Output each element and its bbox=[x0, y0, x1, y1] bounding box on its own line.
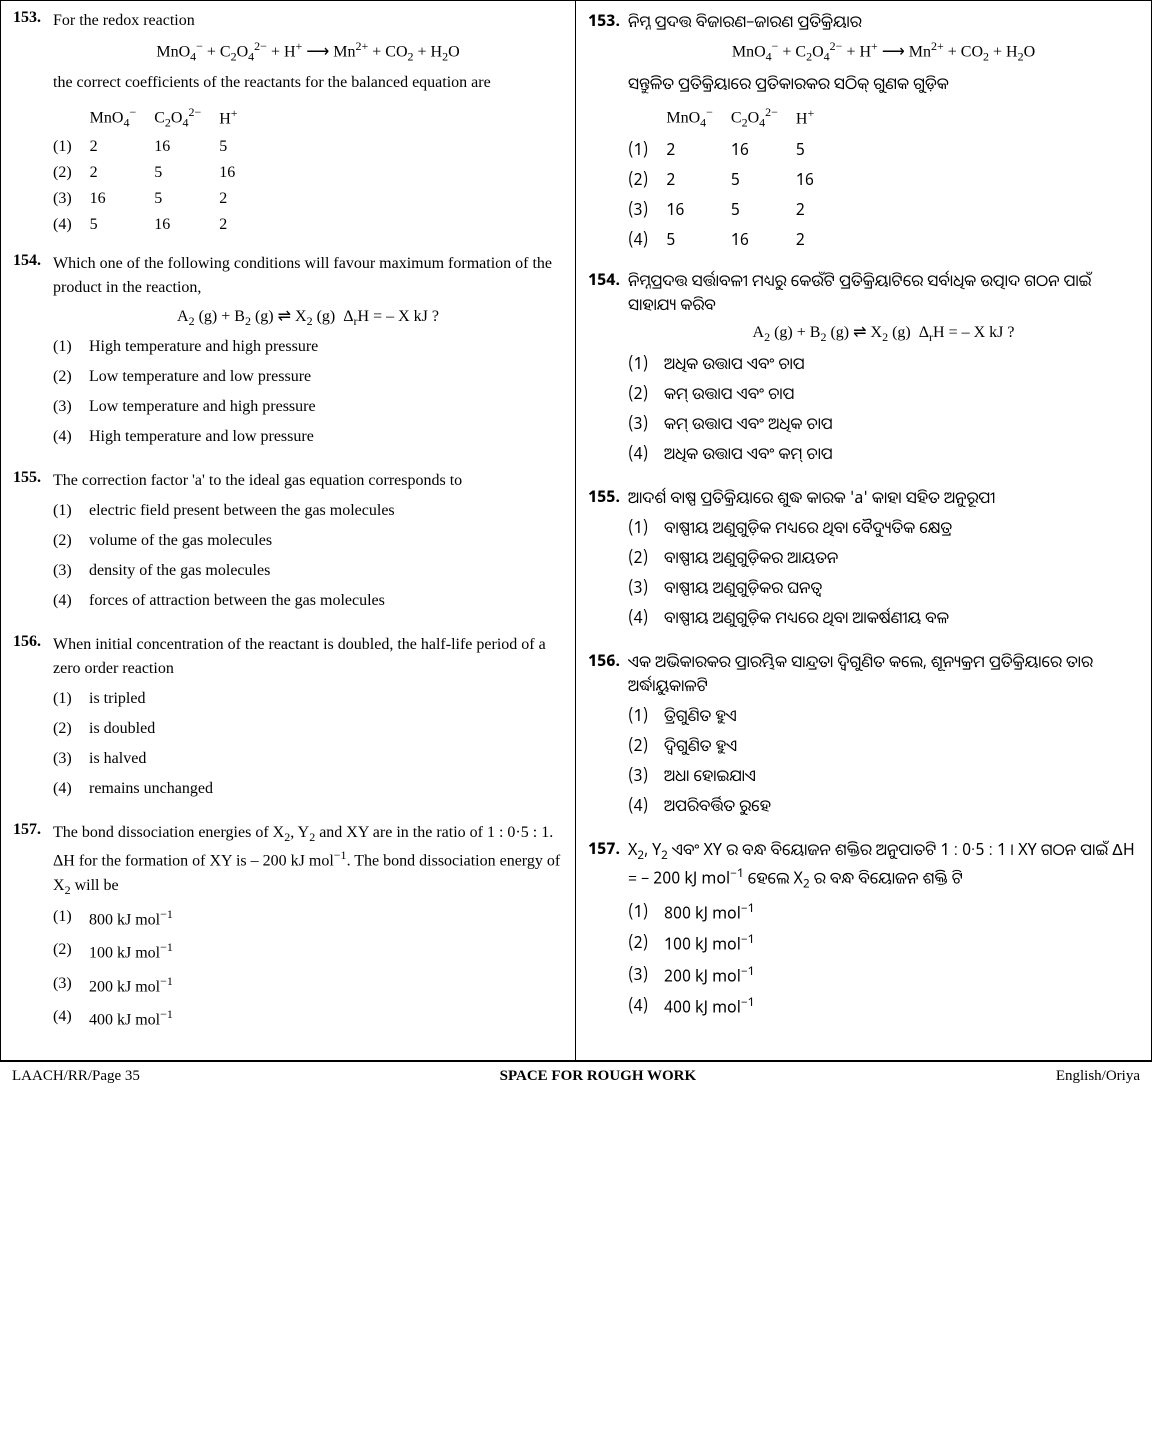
question-155-oriya: 155. ଆଦର୍ଶ ବାଷ୍ପ ପ୍ରତିକ୍ରିୟାରେ ଶୁଦ୍ଧ କାର… bbox=[588, 485, 1139, 635]
options: (1)ଅଧିକ ଉତ୍ତାପ ଏବଂ ଚାପ (2)କମ୍ ଉତ୍ତାପ ଏବଂ… bbox=[628, 351, 1139, 465]
question-text: The correction factor 'a' to the ideal g… bbox=[53, 469, 563, 493]
question-text: ନିମ୍ନପ୍ରଦତ୍ତ ସର୍ତ୍ତାବଳୀ ମଧ୍ୟରୁ କେଉଁଟି ପ୍… bbox=[628, 268, 1139, 316]
options: (1)is tripled (2)is doubled (3)is halved… bbox=[53, 687, 563, 801]
question-number: 156. bbox=[13, 633, 53, 807]
equation: A2 (g) + B2 (g) ⇌ X2 (g) ΔrH = – X kJ ? bbox=[628, 322, 1139, 345]
question-text: Which one of the following conditions wi… bbox=[53, 252, 563, 300]
question-156: 156. When initial concentration of the r… bbox=[13, 633, 563, 807]
question-157-oriya: 157. X2, Y2 ଏବଂ XY ର ବନ୍ଧ ବିୟୋଜନ ଶକ୍ତିର … bbox=[588, 837, 1139, 1024]
options: (1)High temperature and high pressure (2… bbox=[53, 335, 563, 449]
question-number: 157. bbox=[588, 837, 628, 1024]
question-157: 157. The bond dissociation energies of X… bbox=[13, 821, 563, 1038]
question-number: 156. bbox=[588, 649, 628, 823]
question-155: 155. The correction factor 'a' to the id… bbox=[13, 469, 563, 619]
question-154: 154. Which one of the following conditio… bbox=[13, 252, 563, 455]
question-text: X2, Y2 ଏବଂ XY ର ବନ୍ଧ ବିୟୋଜନ ଶକ୍ତିର ଅନୁପା… bbox=[628, 837, 1139, 893]
question-number: 153. bbox=[13, 9, 53, 238]
coefficient-table: MnO4− C2O42− H+ (1)2165 (2)2516 (3)1652 … bbox=[53, 101, 256, 239]
page: 153. For the redox reaction MnO4− + C2O4… bbox=[0, 0, 1152, 1061]
question-156-oriya: 156. ଏକ ଅଭିକାରକର ପ୍ରାରମ୍ଭିକ ସାନ୍ଦ୍ରତା ଦ୍… bbox=[588, 649, 1139, 823]
question-text: the correct coefficients of the reactant… bbox=[53, 71, 563, 95]
right-column: 153. ନିମ୍ନ ପ୍ରଦତ୍ତ ବିଜାରଣ–ଜାରଣ ପ୍ରତିକ୍ରି… bbox=[576, 1, 1151, 1060]
question-text: ଏକ ଅଭିକାରକର ପ୍ରାରମ୍ଭିକ ସାନ୍ଦ୍ରତା ଦ୍ୱିଗୁଣ… bbox=[628, 649, 1139, 697]
question-number: 155. bbox=[588, 485, 628, 635]
equation: MnO4− + C2O42− + H+ ⟶ Mn2+ + CO2 + H2O bbox=[628, 39, 1139, 65]
footer: LAACH/RR/Page 35 SPACE FOR ROUGH WORK En… bbox=[0, 1061, 1152, 1091]
question-text: For the redox reaction bbox=[53, 9, 563, 33]
question-text: ନିମ୍ନ ପ୍ରଦତ୍ତ ବିଜାରଣ–ଜାରଣ ପ୍ରତିକ୍ରିୟାର bbox=[628, 9, 1139, 33]
question-text: When initial concentration of the reacta… bbox=[53, 633, 563, 681]
options: (1)ବାଷ୍ପୀୟ ଅଣୁଗୁଡ଼ିକ ମଧ୍ୟରେ ଥିବା ବୈଦ୍ୟୁତ… bbox=[628, 515, 1139, 629]
equation: MnO4− + C2O42− + H+ ⟶ Mn2+ + CO2 + H2O bbox=[53, 39, 563, 65]
question-text: ସନ୍ତୁଳିତ ପ୍ରତିକ୍ରିୟାରେ ପ୍ରତିକାରକର ସଠିକ୍ … bbox=[628, 71, 1139, 95]
question-text: The bond dissociation energies of X2, Y2… bbox=[53, 821, 563, 899]
options: (1)800 kJ mol−1 (2)100 kJ mol−1 (3)200 k… bbox=[53, 905, 563, 1032]
footer-center: SPACE FOR ROUGH WORK bbox=[500, 1068, 697, 1085]
question-number: 154. bbox=[13, 252, 53, 455]
options: (1)800 kJ mol−1 (2)100 kJ mol−1 (3)200 k… bbox=[628, 899, 1139, 1018]
options: (1)ତ୍ରିଗୁଣିତ ହୁଏ (2)ଦ୍ୱିଗୁଣିତ ହୁଏ (3)ଅଧା… bbox=[628, 703, 1139, 817]
question-153: 153. For the redox reaction MnO4− + C2O4… bbox=[13, 9, 563, 238]
equation: A2 (g) + B2 (g) ⇌ X2 (g) ΔrH = – X kJ ? bbox=[53, 306, 563, 329]
options: (1)electric field present between the ga… bbox=[53, 499, 563, 613]
question-153-oriya: 153. ନିମ୍ନ ପ୍ରଦତ୍ତ ବିଜାରଣ–ଜାରଣ ପ୍ରତିକ୍ରି… bbox=[588, 9, 1139, 254]
question-number: 153. bbox=[588, 9, 628, 254]
question-number: 155. bbox=[13, 469, 53, 619]
question-number: 157. bbox=[13, 821, 53, 1038]
footer-left: LAACH/RR/Page 35 bbox=[12, 1068, 140, 1085]
left-column: 153. For the redox reaction MnO4− + C2O4… bbox=[1, 1, 576, 1060]
footer-right: English/Oriya bbox=[1056, 1068, 1140, 1085]
question-154-oriya: 154. ନିମ୍ନପ୍ରଦତ୍ତ ସର୍ତ୍ତାବଳୀ ମଧ୍ୟରୁ କେଉଁ… bbox=[588, 268, 1139, 471]
coefficient-table: MnO4− C2O42− H+ (1)2165 (2)2516 (3)1652 … bbox=[628, 101, 832, 255]
question-text: ଆଦର୍ଶ ବାଷ୍ପ ପ୍ରତିକ୍ରିୟାରେ ଶୁଦ୍ଧ କାରକ 'a'… bbox=[628, 485, 1139, 509]
question-number: 154. bbox=[588, 268, 628, 471]
